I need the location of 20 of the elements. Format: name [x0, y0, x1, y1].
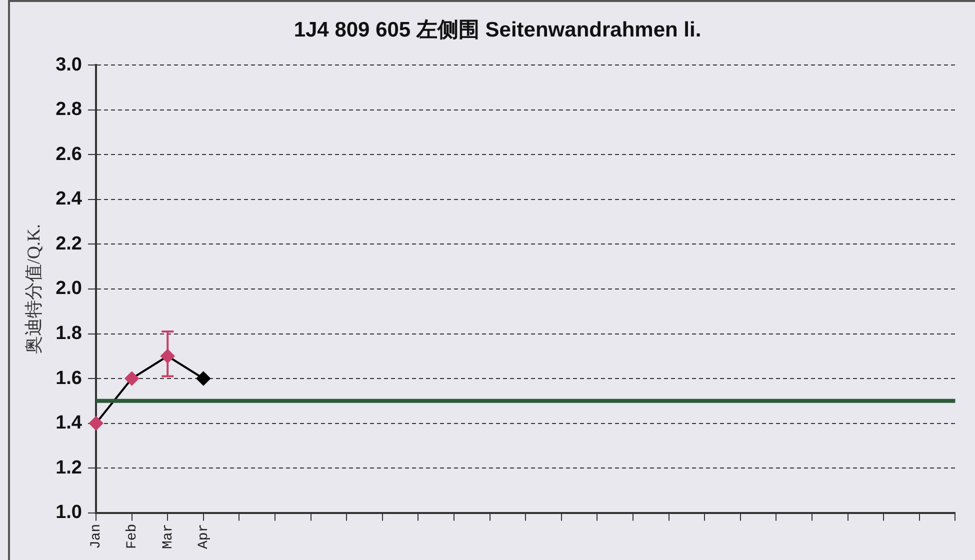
point — [124, 372, 139, 386]
y-tick-label: 2.4 — [56, 188, 82, 210]
x-tick-label: Apr — [196, 524, 212, 550]
x-tick-label: Mar — [160, 524, 176, 550]
x-tick-label: Jan — [88, 524, 105, 550]
y-axis-title: 奥迪特分值/Q.K. — [24, 224, 44, 354]
point — [89, 416, 104, 430]
chart-title: 1J4 809 605 左侧围 Seitenwandrahmen li. — [294, 18, 702, 42]
y-tick-label: 2.6 — [56, 144, 82, 165]
y-tick-label: 1.0 — [56, 502, 82, 524]
y-tick-label: 1.6 — [56, 368, 82, 389]
y-tick-label: 2.2 — [56, 233, 82, 254]
y-tick-label: 1.8 — [56, 322, 82, 344]
x-tick-label: Feb — [124, 524, 141, 550]
y-tick-label: 1.2 — [56, 457, 82, 478]
y-tick-label: 2.0 — [56, 278, 82, 300]
y-tick-label: 3.0 — [56, 54, 82, 76]
y-tick-label: 2.8 — [56, 99, 82, 120]
point — [196, 372, 210, 386]
y-tick-label: 1.4 — [56, 412, 82, 434]
